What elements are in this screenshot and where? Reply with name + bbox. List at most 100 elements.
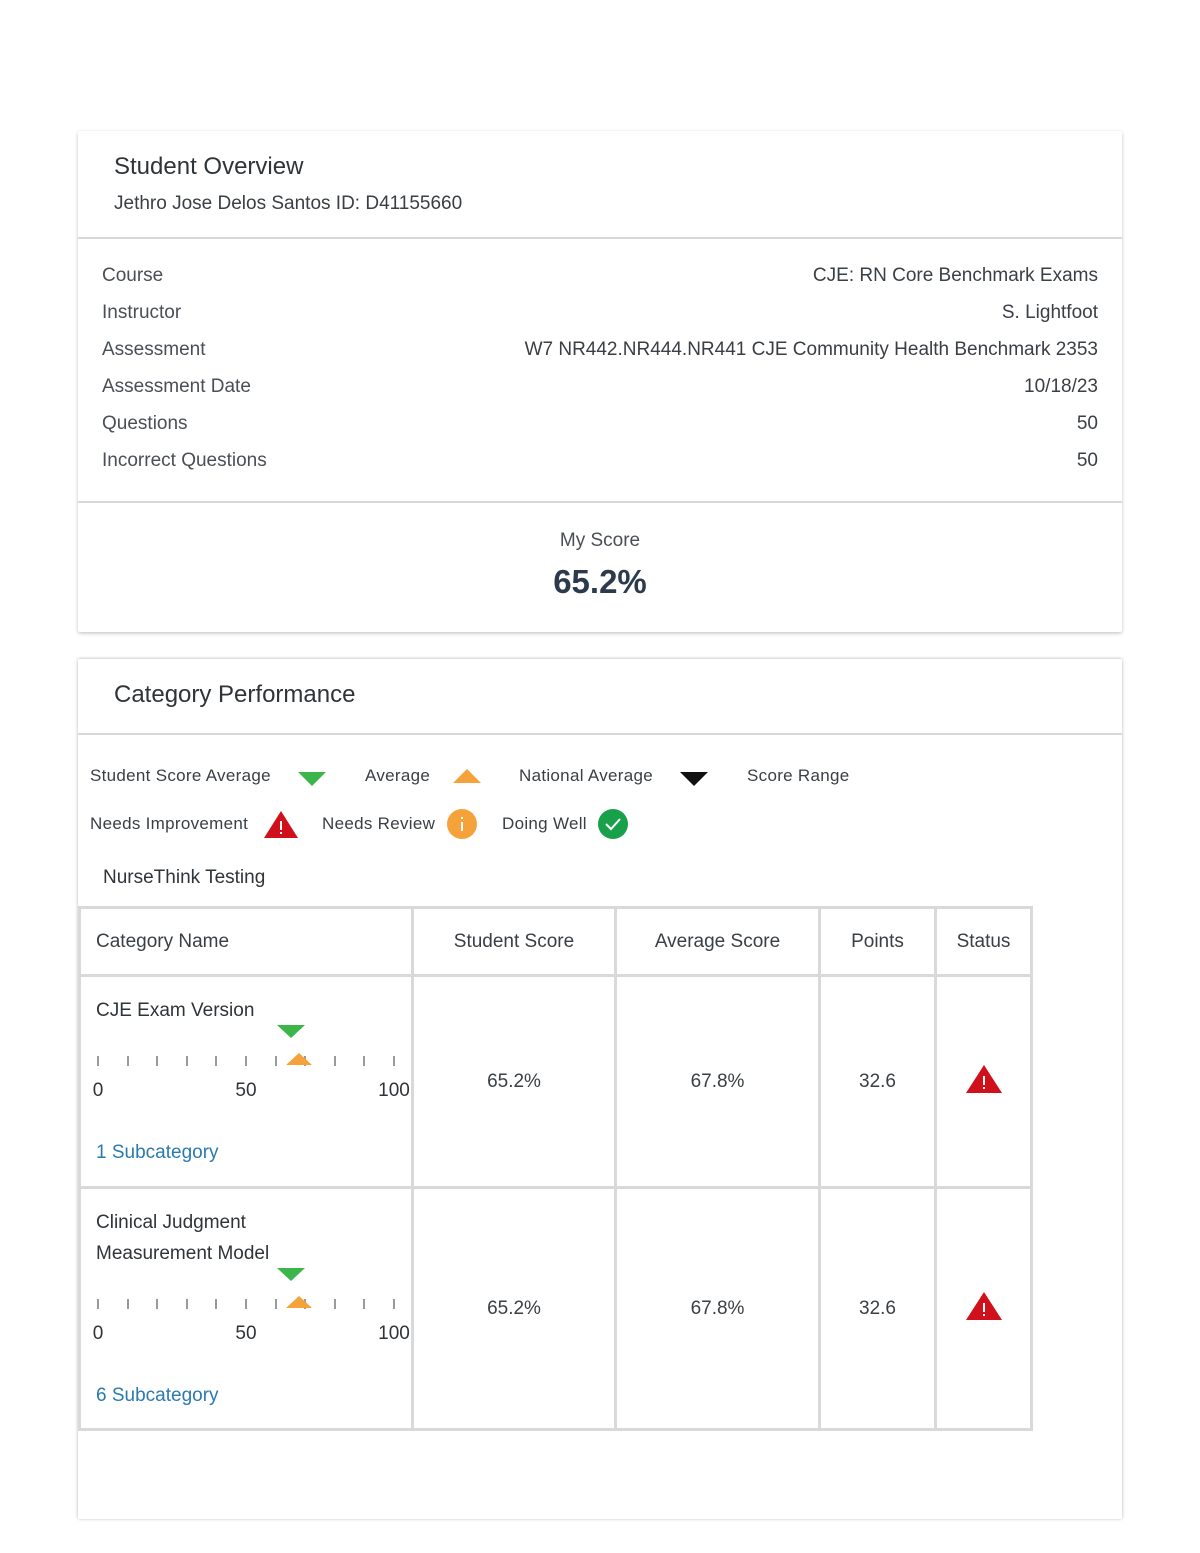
average-score-marker-icon [285,1296,312,1308]
scale-tick [393,1056,395,1066]
points-cell: 32.6 [818,1186,937,1431]
table-header-row: Category Name Student Score Average Scor… [78,906,1033,977]
legend-score-range: Score Range [747,766,850,785]
scale-tick [97,1299,99,1309]
legend-student-score-average: Student Score Average [90,766,271,785]
scale-ticks: 0 50 100 [81,1053,411,1116]
legend-needs-review: Needs Review [322,814,436,833]
scale-tick [274,1056,277,1066]
info-row-instructor: Instructor S. Lightfoot [102,302,1098,332]
info-label: Course [102,265,164,286]
student-name-id: Jethro Jose Delos Santos ID: D41155660 [114,193,463,214]
legend-average: Average [365,766,431,785]
red-warning-triangle-icon [965,1064,1002,1093]
red-warning-triangle-icon [965,1291,1002,1320]
scale-label: 100 [378,1080,410,1101]
info-value: 50 [1076,413,1098,434]
header-category-name: Category Name [78,906,414,977]
subcategory-link[interactable]: 1 Subcategory [96,1142,219,1163]
divider [78,237,1122,239]
info-value: 50 [1076,450,1098,471]
student-score-cell: 65.2% [411,974,617,1189]
group-label: NurseThink Testing [103,867,266,888]
status-cell [934,974,1033,1189]
scale-tick [126,1299,129,1309]
black-triangle-down-icon [680,772,708,786]
header-status: Status [934,906,1033,977]
score-range-scale: 0 50 100 [81,1267,411,1344]
student-score-marker-icon [276,1268,305,1281]
info-label: Instructor [102,302,182,323]
scale-tick [126,1056,129,1066]
scale-tick [363,1299,366,1309]
student-score-cell: 65.2% [411,1186,617,1431]
category-performance-card: Category Performance Student Score Avera… [78,659,1122,1519]
header-average-score: Average Score [614,906,821,977]
info-value: 10/18/23 [1024,376,1098,397]
divider [78,501,1122,503]
scale-tick [274,1299,277,1309]
scale-tick [97,1056,99,1066]
header-points: Points [818,906,937,977]
red-warning-triangle-icon [264,811,298,838]
info-label: Incorrect Questions [102,450,267,471]
scale-tick [215,1056,218,1066]
category-title: Category Performance [114,681,356,708]
average-score-cell: 67.8% [614,1186,821,1431]
student-overview-card: Student Overview Jethro Jose Delos Santo… [78,131,1122,632]
points-cell: 32.6 [818,974,937,1189]
orange-triangle-up-icon [453,769,481,783]
info-row-course: Course CJE: RN Core Benchmark Exams [102,265,1098,295]
orange-info-circle-icon [447,809,477,839]
average-score-cell: 67.8% [614,974,821,1189]
info-row-assessment: Assessment W7 NR442.NR444.NR441 CJE Comm… [102,339,1098,369]
info-label: Assessment Date [102,376,251,397]
table-row: CJE Exam Version 0 50 100 1 Subcategory 65… [78,974,1033,1189]
score-range-scale: 0 50 100 [81,1024,411,1101]
info-value: W7 NR442.NR444.NR441 CJE Community Healt… [524,339,1098,360]
info-row-incorrect-questions: Incorrect Questions 50 [102,450,1098,480]
category-performance-table: Category Name Student Score Average Scor… [78,906,1033,1431]
status-cell [934,1186,1033,1431]
my-score-value: 65.2% [553,563,647,600]
category-cell: CJE Exam Version 0 50 100 1 Subcategory [78,974,414,1189]
my-score-label: My Score [559,530,641,551]
scale-tick [245,1299,247,1309]
info-label: Assessment [102,339,206,360]
scale-tick [393,1299,395,1309]
category-cell: Clinical Judgment Measurement Model 0 50 1… [78,1186,414,1431]
green-check-circle-icon [598,809,628,839]
info-row-questions: Questions 50 [102,413,1098,443]
overview-title: Student Overview [114,153,304,180]
average-score-marker-icon [285,1053,312,1065]
legend-needs-improvement: Needs Improvement [90,814,249,833]
scale-label: 50 [235,1323,257,1344]
scale-tick [363,1056,366,1066]
scale-tick [156,1056,159,1066]
legend-national-average: National Average [519,766,653,785]
scale-label: 100 [378,1323,410,1344]
scale-tick [185,1056,188,1066]
table-row: Clinical Judgment Measurement Model 0 50 1… [78,1186,1033,1431]
scale-tick [333,1056,336,1066]
header-student-score: Student Score [411,906,617,977]
student-score-marker-icon [276,1025,305,1038]
scale-label: 50 [235,1080,257,1101]
scale-label: 0 [92,1080,104,1101]
scale-label: 0 [92,1323,104,1344]
subcategory-link[interactable]: 6 Subcategory [96,1385,219,1406]
scale-tick [215,1299,218,1309]
info-row-assessment-date: Assessment Date 10/18/23 [102,376,1098,406]
category-name: Clinical Judgment Measurement Model [96,1212,270,1264]
info-label: Questions [102,413,188,434]
info-value: S. Lightfoot [1001,302,1098,323]
scale-tick [156,1299,159,1309]
info-value: CJE: RN Core Benchmark Exams [812,265,1098,286]
scale-ticks: 0 50 100 [81,1296,411,1359]
divider [78,733,1122,735]
green-triangle-down-icon [298,772,326,786]
category-name: CJE Exam Version [96,1000,255,1021]
legend-doing-well: Doing Well [502,814,587,833]
scale-tick [185,1299,188,1309]
scale-tick [245,1056,247,1066]
